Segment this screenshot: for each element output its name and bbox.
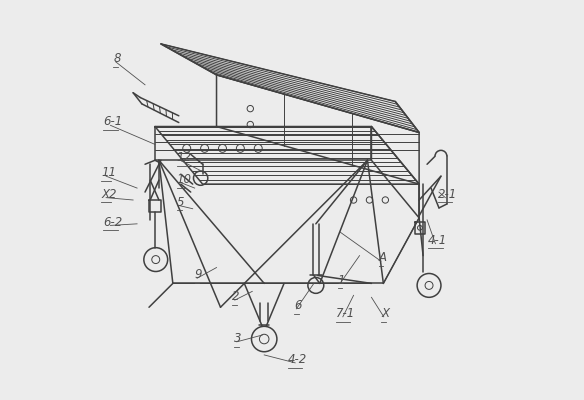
Text: A: A [378, 251, 387, 264]
Text: 9: 9 [194, 268, 202, 282]
Text: 1: 1 [338, 274, 345, 286]
Text: 11: 11 [102, 166, 116, 179]
Text: 6-1: 6-1 [103, 116, 123, 128]
Text: 10: 10 [177, 173, 192, 186]
Text: 6: 6 [294, 299, 301, 312]
Text: 7-1: 7-1 [336, 307, 355, 320]
Text: 4-2: 4-2 [288, 353, 307, 366]
Text: 6-2: 6-2 [103, 216, 123, 228]
Text: 3: 3 [234, 332, 242, 345]
Text: 4-1: 4-1 [428, 234, 447, 247]
Text: 2: 2 [232, 290, 240, 303]
Text: 12: 12 [177, 151, 192, 164]
Text: 5: 5 [177, 196, 185, 209]
Text: 8: 8 [113, 52, 121, 65]
Text: X2: X2 [102, 188, 117, 201]
Text: 2-1: 2-1 [438, 188, 457, 201]
Text: X: X [381, 307, 390, 320]
